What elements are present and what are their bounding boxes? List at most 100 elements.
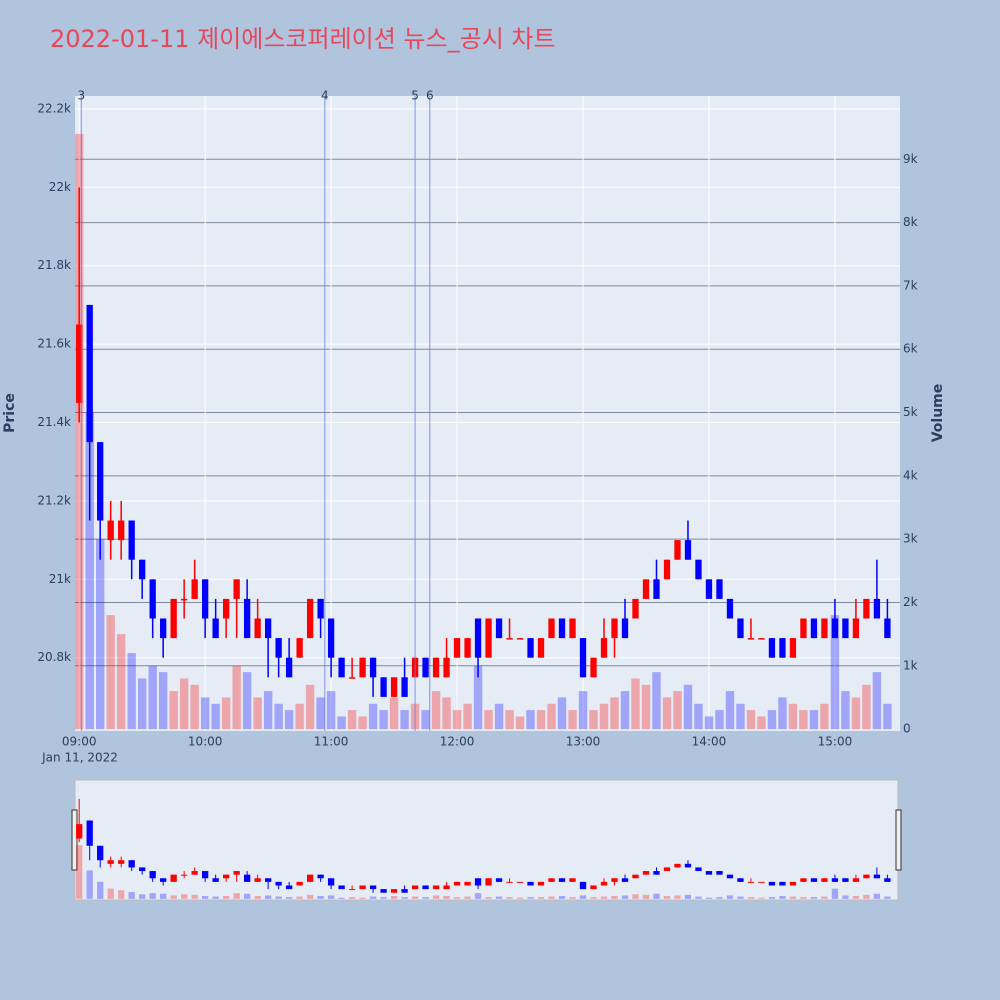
slider-volume-bar	[97, 881, 104, 899]
volume-bar	[767, 710, 777, 730]
slider-candle-body	[485, 878, 492, 886]
slider-volume-bar	[852, 895, 860, 899]
volume-bar	[715, 710, 724, 730]
slider-candle-body	[653, 871, 660, 875]
candle-body	[611, 618, 618, 639]
slider-candle-body	[139, 867, 146, 872]
slider-candle-body	[390, 889, 398, 893]
candle-body	[243, 598, 251, 639]
slider-candle-body	[107, 860, 114, 864]
candle-body	[191, 579, 198, 599]
volume-bar	[169, 691, 178, 730]
volume-bar	[641, 684, 651, 730]
slider-volume-bar	[506, 897, 513, 899]
slider-candle-body	[642, 871, 650, 875]
y-tick-label: 22k	[49, 180, 71, 194]
candle-body	[516, 638, 524, 640]
slider-volume-bar	[831, 888, 839, 899]
volume-bar	[232, 665, 241, 730]
slider-candle-body	[716, 871, 723, 875]
slider-candle-body	[285, 885, 293, 890]
slider-volume-bar	[181, 894, 188, 899]
candle-body	[212, 618, 219, 639]
candle-body	[800, 618, 807, 639]
y2-tick-label: 4k	[903, 468, 918, 482]
slider-volume-bar	[684, 894, 692, 899]
volume-bar	[242, 672, 252, 730]
slider-candle-body	[737, 878, 744, 882]
volume-bar	[536, 710, 546, 730]
slider-volume-bar	[558, 895, 566, 899]
slider-candle-body	[118, 860, 125, 864]
volume-bar	[148, 665, 157, 730]
slider-volume-bar	[873, 893, 881, 899]
volume-bar	[599, 703, 609, 730]
volume-bar	[799, 710, 808, 730]
candle-body	[705, 579, 713, 599]
slider-candle-body	[621, 878, 629, 882]
y2-tick-label: 8k	[903, 215, 918, 229]
volume-bar	[442, 697, 451, 730]
slider-candle-body	[810, 878, 818, 882]
slider-volume-bar	[863, 894, 870, 899]
slider-candle-body	[674, 863, 681, 868]
slider-candle-body	[548, 878, 555, 882]
slider-candle-body	[296, 881, 303, 886]
slider-candle-body	[380, 889, 387, 893]
y2-tick-label: 0	[903, 722, 911, 736]
candle-body	[275, 638, 282, 658]
slider-volume-bar	[663, 895, 671, 899]
slider-volume-bar	[789, 896, 797, 899]
slider-handle[interactable]	[895, 809, 902, 871]
slider-volume-bar	[233, 893, 240, 899]
volume-bar	[736, 703, 745, 730]
y2-tick-label: 5k	[903, 405, 918, 419]
slider-handle[interactable]	[71, 809, 78, 871]
x-tick-label: 13:00	[566, 735, 601, 749]
candle-body	[432, 657, 440, 678]
candle-body	[233, 579, 240, 599]
slider-volume-bar	[380, 897, 387, 899]
slider-volume-bar	[621, 895, 629, 899]
slider-candle-body	[695, 867, 702, 872]
candle-body	[296, 638, 303, 658]
slider-candle-body	[422, 885, 429, 890]
slider-candle-body	[506, 881, 513, 883]
candle-body	[317, 598, 324, 619]
slider-candle-body	[495, 878, 503, 882]
slider-volume-bar	[474, 893, 482, 899]
volume-bar	[75, 133, 84, 730]
slider-candle-body	[338, 885, 345, 890]
slider-candle-body	[779, 881, 786, 886]
x-date-label: Jan 11, 2022	[41, 751, 118, 765]
slider-volume-bar	[369, 896, 377, 899]
slider-candle-body	[243, 874, 251, 882]
candle-body	[285, 657, 293, 678]
slider-candle-body	[317, 874, 324, 879]
slider-candle-body	[474, 878, 482, 886]
x-tick-label: 09:00	[62, 735, 97, 749]
slider-volume-bar	[495, 896, 503, 899]
candle-body	[590, 657, 597, 678]
slider-candle-body	[222, 874, 230, 879]
candle-body	[474, 618, 482, 658]
slider-candle-body	[632, 874, 639, 879]
candle-body	[264, 618, 272, 639]
candle-body	[747, 638, 755, 640]
volume-bar	[725, 691, 735, 730]
slider-volume-bar	[202, 895, 209, 899]
candle-body	[422, 657, 429, 678]
volume-bar	[295, 703, 304, 730]
slider-volume-bar	[411, 896, 419, 899]
candle-body	[548, 618, 555, 639]
volume-bar	[862, 684, 871, 730]
slider-volume-bar	[485, 897, 492, 899]
candle-body	[97, 442, 104, 521]
candle-body	[369, 657, 377, 678]
candle-body	[254, 618, 261, 639]
slider-candle-body	[705, 871, 713, 875]
candle-body	[170, 598, 177, 639]
y2-tick-label: 3k	[903, 532, 918, 546]
volume-bar	[746, 710, 756, 730]
slider-volume-bar	[118, 890, 125, 899]
